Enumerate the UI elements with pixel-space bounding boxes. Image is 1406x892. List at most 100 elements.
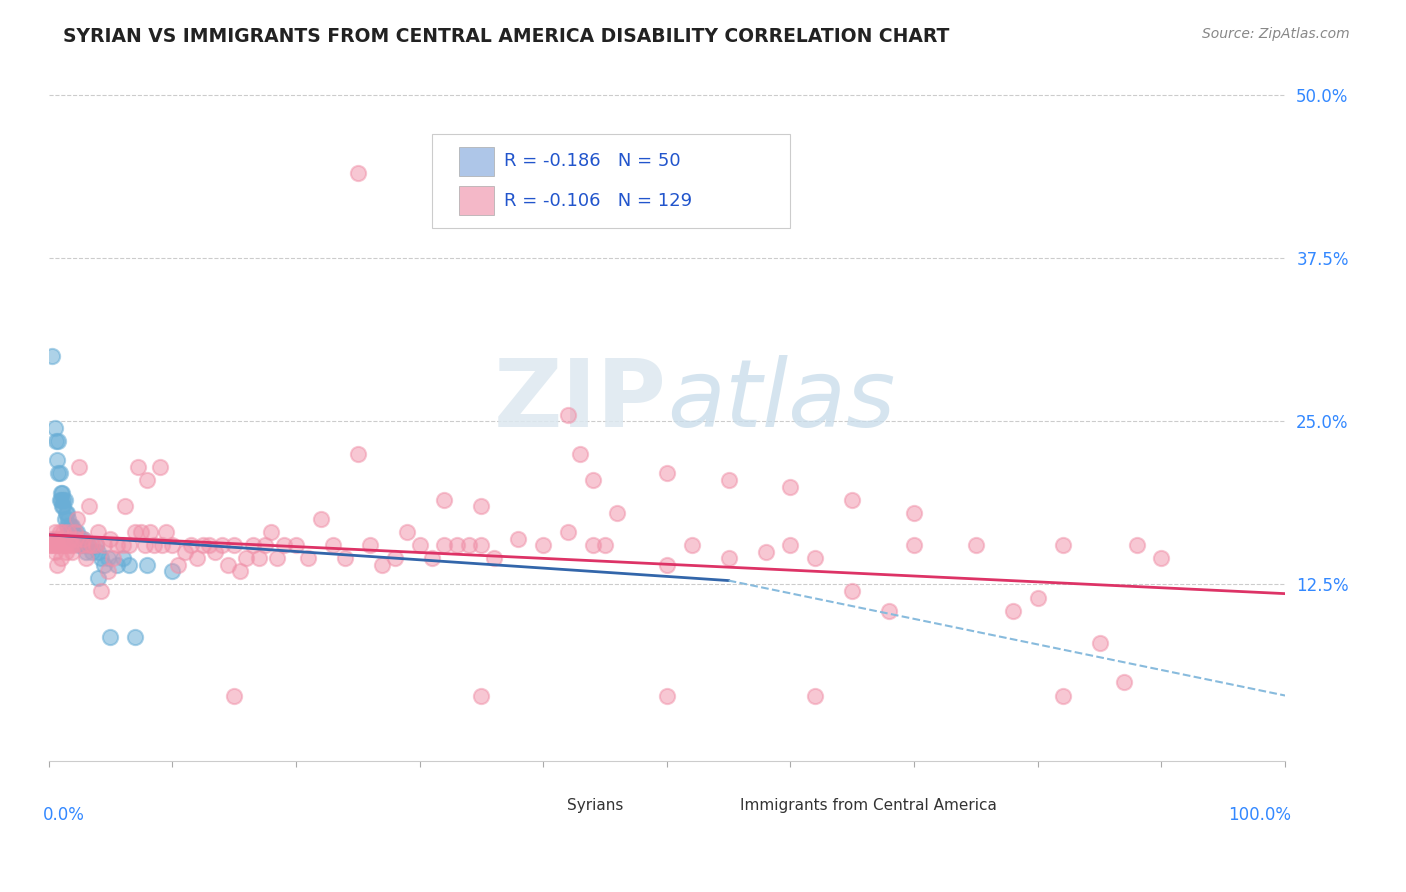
Point bbox=[322, 538, 344, 552]
Point bbox=[841, 584, 863, 599]
Point bbox=[371, 558, 394, 572]
Point bbox=[114, 499, 136, 513]
Point bbox=[359, 538, 381, 552]
Point bbox=[458, 538, 481, 552]
Point bbox=[80, 538, 103, 552]
Point bbox=[70, 538, 93, 552]
Text: Source: ZipAtlas.com: Source: ZipAtlas.com bbox=[1202, 27, 1350, 41]
Point bbox=[965, 538, 987, 552]
Point bbox=[72, 532, 94, 546]
Point bbox=[1052, 538, 1074, 552]
Point bbox=[1026, 591, 1049, 605]
Point bbox=[53, 512, 76, 526]
Point bbox=[482, 551, 505, 566]
Point bbox=[779, 538, 801, 552]
FancyBboxPatch shape bbox=[697, 796, 725, 813]
Point bbox=[48, 525, 70, 540]
FancyBboxPatch shape bbox=[460, 146, 494, 176]
Point bbox=[606, 506, 628, 520]
Point bbox=[69, 532, 91, 546]
Point bbox=[77, 538, 100, 552]
Text: R = -0.186   N = 50: R = -0.186 N = 50 bbox=[503, 153, 681, 170]
Point bbox=[62, 532, 84, 546]
Point bbox=[56, 506, 79, 520]
Point bbox=[136, 558, 159, 572]
Point bbox=[100, 630, 122, 644]
Point bbox=[46, 558, 69, 572]
Point bbox=[52, 499, 75, 513]
Point bbox=[48, 434, 70, 448]
Point bbox=[87, 525, 110, 540]
Point bbox=[45, 434, 67, 448]
Point bbox=[70, 538, 93, 552]
Point bbox=[384, 551, 406, 566]
Point bbox=[58, 512, 80, 526]
Point bbox=[1052, 689, 1074, 703]
Point bbox=[56, 538, 79, 552]
Point bbox=[242, 538, 264, 552]
Point bbox=[93, 558, 115, 572]
Point bbox=[44, 525, 66, 540]
Point bbox=[346, 447, 368, 461]
Point bbox=[149, 459, 172, 474]
FancyBboxPatch shape bbox=[432, 135, 790, 227]
Point bbox=[51, 499, 73, 513]
Point bbox=[217, 558, 239, 572]
Point bbox=[39, 538, 62, 552]
Point bbox=[53, 492, 76, 507]
Point bbox=[142, 538, 165, 552]
Point bbox=[62, 525, 84, 540]
Point bbox=[260, 525, 283, 540]
Point bbox=[266, 551, 288, 566]
Point bbox=[396, 525, 419, 540]
Text: SYRIAN VS IMMIGRANTS FROM CENTRAL AMERICA DISABILITY CORRELATION CHART: SYRIAN VS IMMIGRANTS FROM CENTRAL AMERIC… bbox=[63, 27, 949, 45]
Point bbox=[124, 525, 146, 540]
Text: ZIP: ZIP bbox=[494, 355, 666, 447]
Point bbox=[222, 689, 245, 703]
Point bbox=[59, 538, 82, 552]
Point bbox=[155, 525, 177, 540]
Point bbox=[75, 545, 97, 559]
Point bbox=[211, 538, 233, 552]
Point bbox=[105, 538, 128, 552]
Point bbox=[56, 518, 79, 533]
Point bbox=[180, 538, 202, 552]
Point bbox=[655, 689, 678, 703]
Text: atlas: atlas bbox=[666, 355, 896, 446]
Point bbox=[879, 604, 901, 618]
Point bbox=[903, 538, 925, 552]
Point bbox=[167, 558, 190, 572]
Point bbox=[198, 538, 221, 552]
Point bbox=[111, 538, 134, 552]
Point bbox=[52, 525, 75, 540]
Point bbox=[160, 538, 183, 552]
Y-axis label: Disability: Disability bbox=[0, 379, 7, 450]
Point bbox=[139, 525, 162, 540]
Point bbox=[420, 551, 443, 566]
Point bbox=[134, 538, 156, 552]
Point bbox=[433, 492, 456, 507]
Point bbox=[51, 538, 73, 552]
Point bbox=[1125, 538, 1147, 552]
Point bbox=[69, 538, 91, 552]
Point bbox=[75, 538, 97, 552]
Point bbox=[48, 467, 70, 481]
Point bbox=[77, 538, 100, 552]
Point bbox=[72, 532, 94, 546]
Point bbox=[446, 538, 468, 552]
Point bbox=[66, 525, 89, 540]
Point bbox=[222, 538, 245, 552]
Point bbox=[1088, 636, 1111, 650]
Point bbox=[58, 525, 80, 540]
Point bbox=[97, 551, 120, 566]
Point bbox=[55, 545, 77, 559]
Point bbox=[717, 551, 740, 566]
Point bbox=[273, 538, 295, 552]
Point bbox=[173, 545, 195, 559]
Text: Syrians: Syrians bbox=[567, 798, 623, 814]
Point bbox=[235, 551, 257, 566]
Point bbox=[470, 689, 492, 703]
Point bbox=[118, 538, 141, 552]
FancyBboxPatch shape bbox=[460, 186, 494, 216]
Point bbox=[38, 538, 60, 552]
